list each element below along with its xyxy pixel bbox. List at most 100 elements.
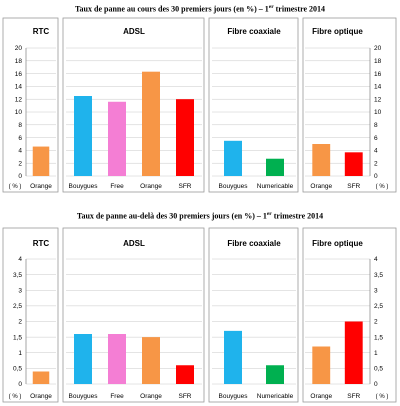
bar-orange (32, 146, 50, 176)
bar-sfr (344, 152, 363, 176)
y-tick-label-left: 0 (18, 381, 22, 388)
y-tick-label-left: 0,5 (13, 366, 22, 373)
chart-2-panel-rtc: RTC Orange (2, 227, 59, 403)
category-label: SFR (347, 393, 360, 400)
y-tick-label-right: 2,5 (374, 303, 383, 310)
y-tick-label-left: 8 (18, 122, 22, 129)
category-label: Bouygues (69, 183, 99, 190)
y-tick-label-right: 14 (374, 84, 382, 91)
y-tick-label-right: 16 (374, 71, 382, 78)
chart-2-panel-fibre-coaxiale-title: Fibre coaxiale (227, 239, 281, 248)
category-label: Bouygues (69, 393, 99, 400)
chart-1-panel-fibre-coaxiale-frame (208, 17, 299, 193)
category-label: Free (110, 183, 124, 190)
y-tick-label-right: 10 (374, 109, 382, 116)
category-label: Bouygues (219, 393, 249, 400)
chart-2-panel-adsl: ADSL Bouygues Free Orange SFR (62, 227, 205, 403)
category-label: Orange (140, 393, 162, 400)
bar-bouygues (224, 140, 242, 176)
chart-2-panel-adsl-title: ADSL (123, 239, 145, 248)
y-tick-label-left: 14 (15, 84, 23, 91)
y-tick-label-right: 12 (374, 96, 382, 103)
chart-1-title-sup: er (268, 4, 274, 10)
category-label: SFR (179, 183, 192, 190)
bar-bouygues (74, 334, 92, 384)
y-tick-label-left: 2 (18, 160, 22, 167)
unit-label-right: ( % ) (376, 184, 389, 190)
y-tick-label-right: 8 (374, 122, 378, 129)
category-label: Numericable (257, 183, 294, 190)
chart-2-panel-fibre-optique-title: Fibre optique (312, 239, 363, 248)
y-tick-label-left: 3 (18, 287, 22, 294)
y-tick-label-right: 0 (374, 381, 378, 388)
bar-sfr (176, 365, 194, 384)
y-tick-label-left: 20 (15, 45, 23, 52)
chart-2-panel-fibre-coaxiale: Fibre coaxiale Bouygues Numericable (208, 227, 299, 403)
y-tick-label-right: 1,5 (374, 334, 383, 341)
y-tick-label-left: 2,5 (13, 303, 22, 310)
chart-2-title-main: Taux de panne au-delà des 30 premiers jo… (76, 211, 267, 221)
y-tick-label-right: 4 (374, 256, 378, 263)
y-tick-label-left: 6 (18, 135, 22, 142)
bar-sfr (176, 99, 194, 176)
y-tick-label-left: 4 (18, 256, 22, 263)
y-tick-label-right: 20 (374, 45, 382, 52)
category-label: SFR (179, 393, 192, 400)
category-label: Orange (310, 183, 332, 190)
bar-orange (312, 346, 331, 384)
y-tick-label-left: 3,5 (13, 272, 22, 279)
y-tick-label-left: 18 (15, 58, 23, 65)
chart-2-panel-fibre-optique: Fibre optique Orange SFR (302, 227, 397, 403)
category-label: Orange (140, 183, 162, 190)
y-tick-label-left: 1,5 (13, 334, 22, 341)
chart-2-title-sup: er (266, 211, 272, 217)
chart-1-panel-fibre-coaxiale-title: Fibre coaxiale (227, 27, 281, 36)
y-tick-label-right: 6 (374, 135, 378, 142)
y-tick-label-left: 16 (15, 71, 23, 78)
chart-1-panel-rtc-title: RTC (33, 27, 50, 36)
chart-1-title-main: Taux de panne au cours des 30 premiers j… (74, 4, 269, 14)
category-label: Orange (30, 393, 52, 400)
category-label: Free (110, 393, 124, 400)
category-label: Orange (310, 393, 332, 400)
y-tick-label-left: 1 (18, 350, 22, 357)
chart-1-panel-adsl-title: ADSL (123, 27, 145, 36)
y-tick-label-right: 2 (374, 319, 378, 326)
y-tick-label-right: 0 (374, 173, 378, 180)
category-label: Bouygues (219, 183, 249, 190)
bar-orange (312, 144, 331, 176)
y-tick-label-left: 10 (15, 109, 23, 116)
chart-1-panel-fibre-optique-title: Fibre optique (312, 27, 363, 36)
chart-1-panel-adsl: ADSL Bouygues Free Orange SFR (62, 17, 205, 193)
y-tick-label-left: 4 (18, 148, 22, 155)
bar-sfr (344, 321, 363, 384)
category-label: Numericable (257, 393, 294, 400)
chart-1-panel-rtc-frame (2, 17, 59, 193)
y-tick-label-left: 12 (15, 96, 23, 103)
bar-bouygues (74, 96, 92, 176)
chart-1-panel-fibre-optique: Fibre optique Orange SFR (302, 17, 397, 193)
bar-free (108, 334, 126, 384)
y-tick-label-left: 2 (18, 319, 22, 326)
bar-orange (142, 337, 160, 384)
chart-2-panel-rtc-frame (2, 227, 59, 403)
y-tick-label-right: 2 (374, 160, 378, 167)
chart-2-panel-rtc-title: RTC (33, 239, 50, 248)
chart-1-title: Taux de panne au cours des 30 premiers j… (0, 4, 400, 14)
y-tick-label-right: 4 (374, 148, 378, 155)
category-label: SFR (347, 183, 360, 190)
bar-orange (142, 71, 160, 176)
chart-2-title: Taux de panne au-delà des 30 premiers jo… (0, 211, 400, 221)
unit-label-left: ( % ) (9, 394, 22, 400)
y-tick-label-right: 1 (374, 350, 378, 357)
chart-1-panel-rtc: RTC Orange (2, 17, 59, 193)
unit-label-left: ( % ) (9, 184, 22, 190)
bar-numericable (266, 158, 284, 176)
category-label: Orange (30, 183, 52, 190)
y-tick-label-right: 0,5 (374, 366, 383, 373)
bar-free (108, 101, 126, 176)
chart-2-panel-fibre-coaxiale-frame (208, 227, 299, 403)
bar-orange (32, 371, 50, 384)
